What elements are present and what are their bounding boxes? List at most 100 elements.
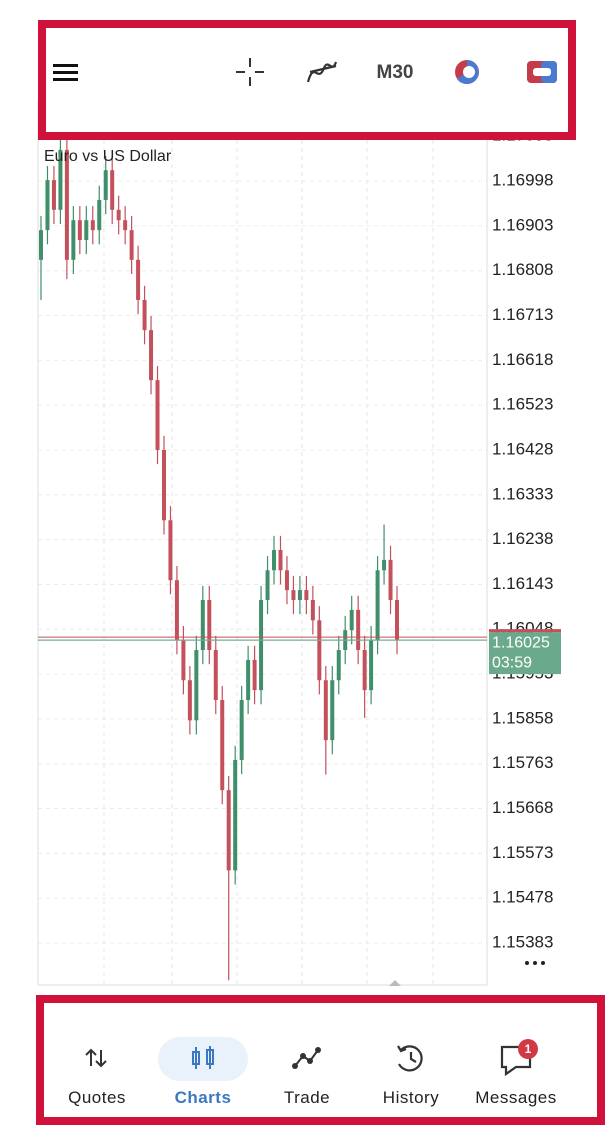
y-tick-label: 1.16523 (492, 395, 553, 414)
icon-dot (315, 1047, 321, 1053)
trade-icon (292, 1047, 321, 1069)
price-axis: 1.170931.169981.169031.168081.167131.166… (489, 126, 561, 951)
candle-body (310, 600, 315, 621)
y-tick-label: 1.16333 (492, 484, 553, 503)
icon-stroke (397, 1045, 407, 1053)
candle-body (71, 220, 76, 260)
menu-button[interactable] (53, 64, 78, 81)
y-tick-label: 1.16618 (492, 350, 553, 369)
candle-body (259, 600, 264, 691)
candle-body (284, 570, 289, 591)
y-tick-label: 1.16428 (492, 439, 553, 458)
candle-body (200, 600, 205, 651)
candle-body (226, 790, 231, 871)
candle-body (233, 759, 238, 871)
y-tick-label: 1.16808 (492, 260, 553, 279)
candle-body (362, 650, 367, 691)
nav-highlight (36, 995, 605, 1125)
candle-body (356, 609, 361, 651)
candle-body (129, 230, 134, 260)
candle-body (336, 650, 341, 681)
icon-stroke (294, 1049, 319, 1067)
messages-icon: 1 (500, 1039, 538, 1077)
more-dot[interactable] (533, 961, 537, 965)
y-tick-label: 1.16238 (492, 529, 553, 548)
y-tick-label: 1.15858 (492, 708, 553, 727)
nav-bg (0, 990, 614, 1138)
icon-stroke (409, 1052, 417, 1063)
y-tick-label: 1.15763 (492, 753, 553, 772)
candle-body (220, 700, 225, 791)
nav-trade[interactable]: Trade (283, 1088, 331, 1107)
scroll-marker (389, 980, 401, 986)
candle-body (252, 659, 257, 691)
candle-body (161, 449, 166, 521)
nav-history[interactable]: History (382, 1088, 440, 1107)
candle-body (45, 180, 50, 231)
candle-body (110, 170, 115, 210)
candle-body (168, 520, 173, 581)
candles (38, 135, 487, 981)
icon-dot (292, 1063, 298, 1069)
icon-dot (307, 1058, 313, 1064)
badge-count: 1 (525, 1042, 532, 1056)
timeframe-button[interactable]: M30 (377, 62, 414, 83)
y-tick-label: 1.16998 (492, 171, 553, 190)
candle-body (84, 220, 89, 241)
candle-body (395, 600, 399, 641)
one-click-button[interactable] (527, 61, 557, 83)
y-tick-label: 1.15668 (492, 798, 553, 817)
candle-body (90, 220, 95, 231)
candle-body (116, 209, 121, 221)
icon-dot (300, 1053, 306, 1059)
charts-icon (192, 1046, 214, 1069)
candle-body (278, 550, 283, 571)
candle-body (388, 559, 393, 601)
nav-quotes[interactable]: Quotes (68, 1088, 126, 1107)
header-bg (38, 12, 578, 140)
candle-body (317, 620, 322, 681)
candle-body (297, 590, 302, 601)
candle-body (349, 609, 354, 631)
candle-body (174, 580, 179, 641)
candle-body (142, 299, 147, 331)
more-dot[interactable] (541, 961, 545, 965)
y-tick-label: 1.15573 (492, 843, 553, 862)
candle-body (187, 680, 192, 721)
menu-bar (53, 64, 78, 67)
more-dot[interactable] (525, 961, 529, 965)
candle-body (58, 149, 63, 210)
candle-body (155, 380, 160, 450)
candle-body (97, 199, 102, 231)
y-tick-label: 1.15383 (492, 932, 553, 951)
trade-button[interactable] (455, 60, 479, 84)
chart-title: Euro vs US Dollar (44, 148, 172, 165)
icon-shape (463, 66, 475, 78)
candle-body (246, 659, 251, 701)
icon-stroke (398, 1045, 423, 1072)
current-price-label: 1.16025 (492, 634, 550, 651)
candle-body (213, 650, 218, 701)
candle-body (77, 220, 82, 241)
nav-messages[interactable]: Messages (475, 1088, 557, 1107)
candle-body (136, 259, 141, 300)
candle-body (265, 570, 270, 601)
price-tag-bg (489, 632, 561, 675)
y-tick-label: 1.15478 (492, 888, 553, 907)
indicators-button[interactable] (306, 61, 338, 83)
icon-stroke (85, 1048, 107, 1068)
active-tab-pill (158, 1037, 248, 1081)
candle-body (207, 600, 212, 651)
candle-body (375, 570, 380, 641)
candle-body (149, 330, 154, 381)
crosshair-button[interactable] (236, 58, 264, 86)
nav-charts[interactable]: Charts (174, 1088, 232, 1107)
candle-body (382, 559, 387, 571)
history-icon (397, 1045, 423, 1072)
candle-body (194, 650, 199, 721)
candle-body (103, 170, 108, 200)
menu-bar (53, 78, 78, 81)
header-highlight (38, 20, 576, 140)
